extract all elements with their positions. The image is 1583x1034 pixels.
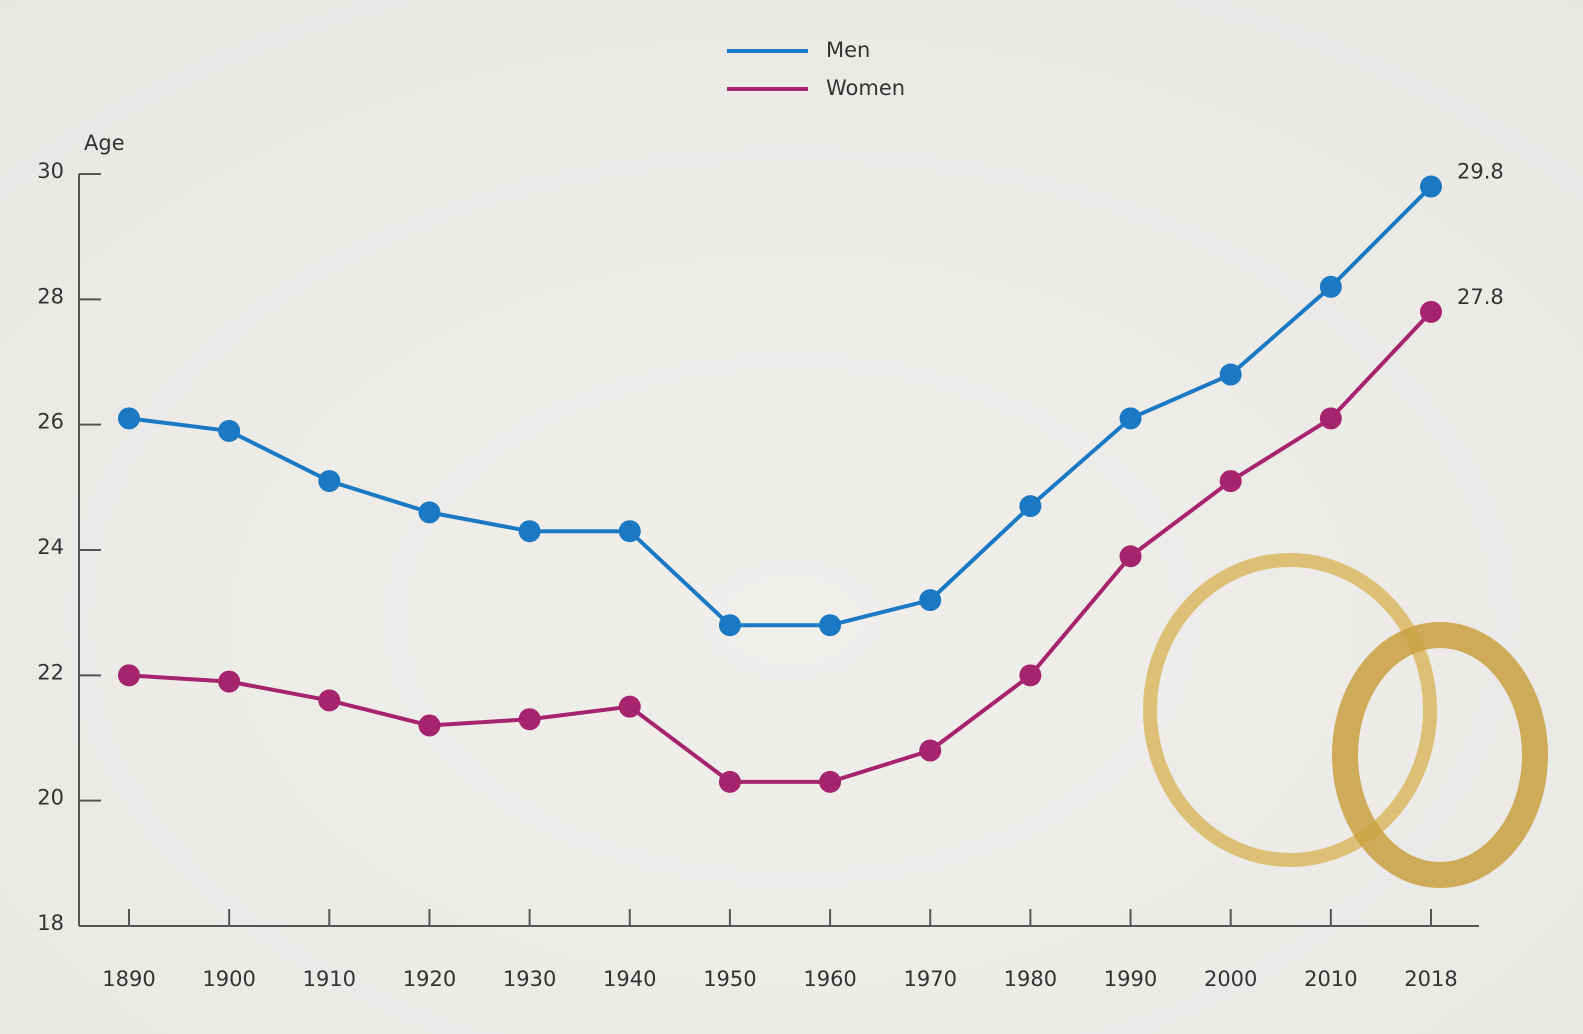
x-tick-label: 1910: [303, 967, 356, 991]
y-tick-label: 26: [37, 410, 64, 434]
data-point: [718, 614, 741, 637]
x-tick-label: 1980: [1004, 967, 1057, 991]
data-point: [819, 770, 842, 793]
data-point: [919, 589, 942, 612]
data-point: [1319, 275, 1342, 298]
y-tick-label: 30: [37, 159, 64, 183]
data-point: [819, 614, 842, 637]
x-tick-label: 1890: [102, 967, 155, 991]
x-tick-label: 2000: [1204, 967, 1257, 991]
data-point: [618, 520, 641, 543]
x-tick-label: 1950: [703, 967, 756, 991]
legend-label: Women: [826, 76, 905, 100]
data-point: [1219, 470, 1242, 493]
y-tick-label: 22: [37, 660, 64, 684]
data-point: [618, 695, 641, 718]
rings-decoration: [1143, 553, 1548, 888]
data-point: [418, 714, 441, 737]
data-point: [118, 407, 140, 430]
data-point: [318, 689, 341, 712]
series-line: [128, 185, 1433, 628]
y-tick-label: 28: [37, 284, 64, 308]
data-point: [418, 501, 441, 524]
data-point: [1119, 545, 1142, 568]
data-point: [718, 770, 741, 793]
data-point: [1019, 664, 1042, 687]
data-point: [318, 470, 341, 493]
data-point: [218, 670, 241, 693]
x-tick-label: 1940: [603, 967, 656, 991]
x-tick-label: 2010: [1304, 967, 1357, 991]
x-tick-label: 1900: [202, 967, 255, 991]
x-tick-label: 1970: [904, 967, 957, 991]
series-line: [128, 310, 1433, 784]
x-tick-label: 1960: [803, 967, 856, 991]
data-point: [118, 664, 140, 687]
data-point: [1119, 407, 1142, 430]
data-point: [919, 739, 942, 762]
legend-label: Men: [826, 38, 870, 62]
y-tick-label: 18: [37, 911, 64, 935]
x-tick-label: 1990: [1104, 967, 1157, 991]
data-point: [1420, 175, 1442, 198]
data-point: [518, 520, 541, 543]
data-point: [518, 708, 541, 731]
x-tick-label: 1930: [503, 967, 556, 991]
data-label: 29.8: [1457, 160, 1504, 184]
y-axis-label: Age: [84, 131, 125, 155]
data-point: [1219, 363, 1242, 386]
data-label: 27.8: [1457, 285, 1504, 309]
x-tick-label: 2018: [1404, 967, 1457, 991]
data-point: [218, 419, 241, 442]
data-point: [1019, 495, 1042, 518]
y-tick-label: 24: [37, 535, 64, 559]
data-point: [1420, 300, 1442, 323]
x-tick-label: 1920: [403, 967, 456, 991]
data-point: [1319, 407, 1342, 430]
y-tick-label: 20: [37, 786, 64, 810]
